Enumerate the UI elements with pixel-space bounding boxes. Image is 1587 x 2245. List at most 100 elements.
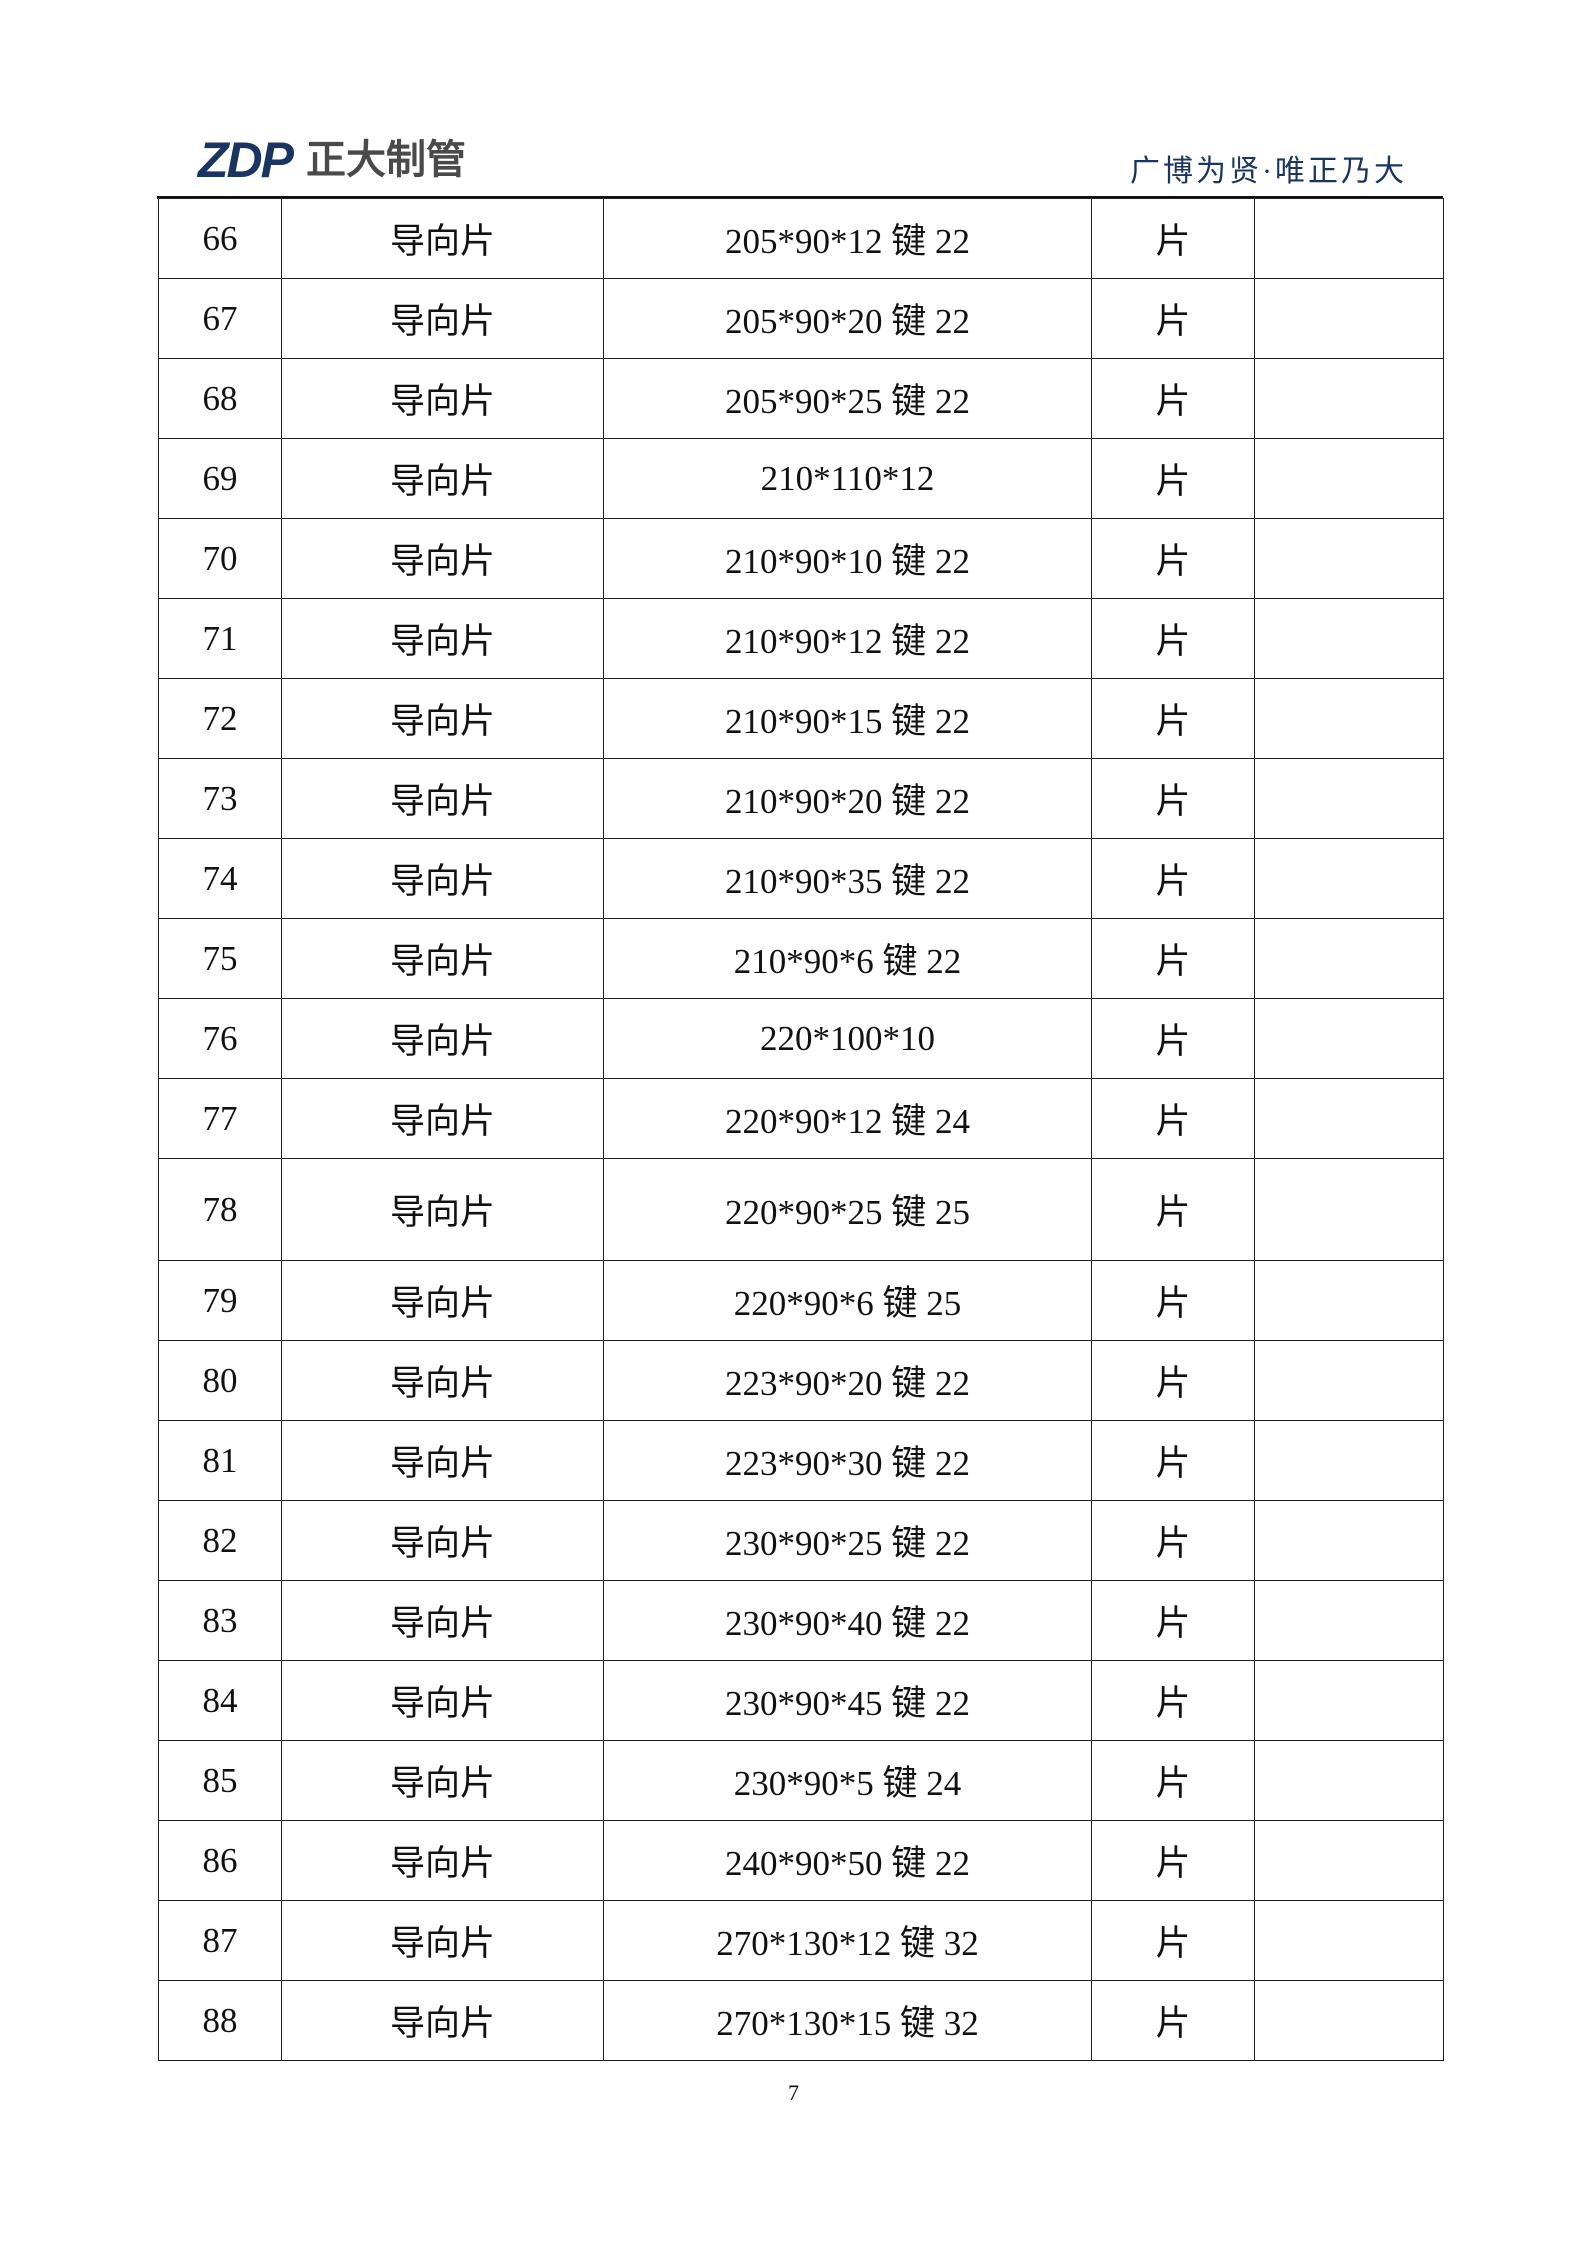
cell-spec: 210*110*12 xyxy=(603,438,1092,519)
cell-no: 67 xyxy=(158,278,282,359)
cell-unit: 片 xyxy=(1091,598,1255,679)
cell-unit: 片 xyxy=(1091,918,1255,999)
table-row: 88 导向片 270*130*15 键 32 片 xyxy=(158,1980,1444,2061)
cell-no: 76 xyxy=(158,998,282,1079)
cell-note xyxy=(1254,758,1444,839)
cell-unit: 片 xyxy=(1091,1158,1255,1261)
cell-spec: 230*90*45 键 22 xyxy=(603,1660,1092,1741)
cell-note xyxy=(1254,1900,1444,1981)
table-row: 87 导向片 270*130*12 键 32 片 xyxy=(158,1900,1444,1981)
cell-spec: 223*90*20 键 22 xyxy=(603,1340,1092,1421)
cell-note xyxy=(1254,1340,1444,1421)
table-row: 76 导向片 220*100*10 片 xyxy=(158,998,1444,1079)
cell-unit: 片 xyxy=(1091,278,1255,359)
page-number: 7 xyxy=(788,2080,799,2105)
cell-name: 导向片 xyxy=(281,198,604,279)
cell-note xyxy=(1254,1158,1444,1261)
cell-note xyxy=(1254,1260,1444,1341)
table-row: 66 导向片 205*90*12 键 22 片 xyxy=(158,198,1444,279)
table-row: 86 导向片 240*90*50 键 22 片 xyxy=(158,1820,1444,1901)
cell-no: 85 xyxy=(158,1740,282,1821)
cell-unit: 片 xyxy=(1091,838,1255,919)
cell-spec: 270*130*12 键 32 xyxy=(603,1900,1092,1981)
cell-spec: 220*100*10 xyxy=(603,998,1092,1079)
table-row: 78 导向片 220*90*25 键 25 片 xyxy=(158,1158,1444,1261)
cell-note xyxy=(1254,278,1444,359)
cell-spec: 270*130*15 键 32 xyxy=(603,1980,1092,2061)
cell-note xyxy=(1254,1500,1444,1581)
table-row: 74 导向片 210*90*35 键 22 片 xyxy=(158,838,1444,919)
cell-no: 83 xyxy=(158,1580,282,1661)
cell-name: 导向片 xyxy=(281,438,604,519)
cell-unit: 片 xyxy=(1091,518,1255,599)
logo-company-name: 正大制管 xyxy=(306,137,466,183)
table-row: 71 导向片 210*90*12 键 22 片 xyxy=(158,598,1444,679)
cell-note xyxy=(1254,1078,1444,1159)
cell-note xyxy=(1254,438,1444,519)
cell-no: 88 xyxy=(158,1980,282,2061)
cell-unit: 片 xyxy=(1091,678,1255,759)
cell-name: 导向片 xyxy=(281,838,604,919)
cell-spec: 220*90*6 键 25 xyxy=(603,1260,1092,1341)
cell-note xyxy=(1254,518,1444,599)
cell-spec: 205*90*20 键 22 xyxy=(603,278,1092,359)
cell-name: 导向片 xyxy=(281,1740,604,1821)
cell-note xyxy=(1254,678,1444,759)
cell-unit: 片 xyxy=(1091,758,1255,839)
table-row: 85 导向片 230*90*5 键 24 片 xyxy=(158,1740,1444,1821)
cell-name: 导向片 xyxy=(281,1580,604,1661)
cell-no: 80 xyxy=(158,1340,282,1421)
cell-unit: 片 xyxy=(1091,1260,1255,1341)
cell-spec: 230*90*25 键 22 xyxy=(603,1500,1092,1581)
cell-no: 75 xyxy=(158,918,282,999)
cell-name: 导向片 xyxy=(281,518,604,599)
table-row: 79 导向片 220*90*6 键 25 片 xyxy=(158,1260,1444,1341)
cell-no: 79 xyxy=(158,1260,282,1341)
table-row: 84 导向片 230*90*45 键 22 片 xyxy=(158,1660,1444,1741)
cell-unit: 片 xyxy=(1091,1820,1255,1901)
cell-note xyxy=(1254,198,1444,279)
cell-note xyxy=(1254,1420,1444,1501)
cell-no: 66 xyxy=(158,198,282,279)
cell-unit: 片 xyxy=(1091,198,1255,279)
company-logo: ZDP 正大制管 xyxy=(198,135,466,185)
cell-name: 导向片 xyxy=(281,998,604,1079)
table-row: 83 导向片 230*90*40 键 22 片 xyxy=(158,1580,1444,1661)
cell-no: 86 xyxy=(158,1820,282,1901)
cell-name: 导向片 xyxy=(281,918,604,999)
cell-name: 导向片 xyxy=(281,1900,604,1981)
cell-no: 87 xyxy=(158,1900,282,1981)
cell-name: 导向片 xyxy=(281,1420,604,1501)
cell-no: 69 xyxy=(158,438,282,519)
table-row: 80 导向片 223*90*20 键 22 片 xyxy=(158,1340,1444,1421)
cell-unit: 片 xyxy=(1091,1078,1255,1159)
cell-spec: 210*90*35 键 22 xyxy=(603,838,1092,919)
cell-no: 82 xyxy=(158,1500,282,1581)
cell-unit: 片 xyxy=(1091,1980,1255,2061)
cell-unit: 片 xyxy=(1091,998,1255,1079)
cell-note xyxy=(1254,1660,1444,1741)
header-slogan: 广博为贤·唯正乃大 xyxy=(1130,155,1407,188)
cell-no: 81 xyxy=(158,1420,282,1501)
cell-name: 导向片 xyxy=(281,678,604,759)
cell-unit: 片 xyxy=(1091,1900,1255,1981)
cell-spec: 210*90*20 键 22 xyxy=(603,758,1092,839)
cell-name: 导向片 xyxy=(281,1660,604,1741)
table-row: 68 导向片 205*90*25 键 22 片 xyxy=(158,358,1444,439)
cell-unit: 片 xyxy=(1091,1500,1255,1581)
cell-name: 导向片 xyxy=(281,1158,604,1261)
cell-name: 导向片 xyxy=(281,358,604,439)
header-divider xyxy=(157,196,1443,199)
cell-spec: 223*90*30 键 22 xyxy=(603,1420,1092,1501)
table-row: 67 导向片 205*90*20 键 22 片 xyxy=(158,278,1444,359)
cell-note xyxy=(1254,598,1444,679)
table-row: 70 导向片 210*90*10 键 22 片 xyxy=(158,518,1444,599)
cell-no: 72 xyxy=(158,678,282,759)
table-row: 75 导向片 210*90*6 键 22 片 xyxy=(158,918,1444,999)
cell-no: 84 xyxy=(158,1660,282,1741)
cell-unit: 片 xyxy=(1091,358,1255,439)
cell-unit: 片 xyxy=(1091,1420,1255,1501)
cell-unit: 片 xyxy=(1091,1340,1255,1421)
cell-unit: 片 xyxy=(1091,1580,1255,1661)
cell-no: 74 xyxy=(158,838,282,919)
